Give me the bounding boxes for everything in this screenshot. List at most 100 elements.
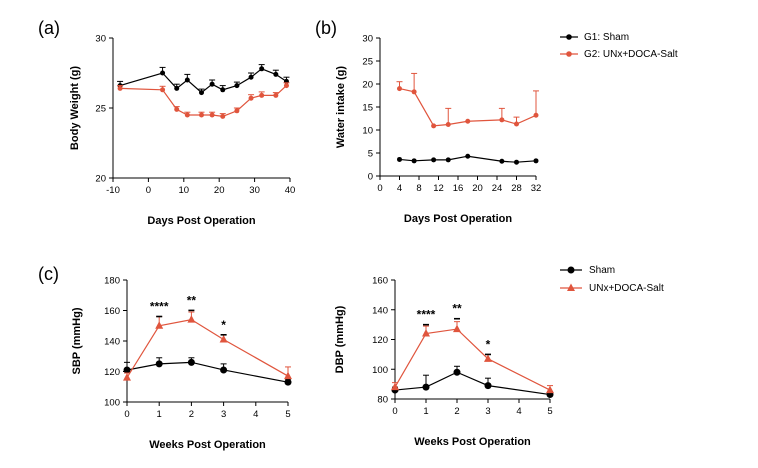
- data-point: [453, 324, 461, 333]
- y-tick-label: 80: [377, 395, 388, 406]
- data-point: [499, 158, 505, 164]
- x-tick-label: 30: [249, 185, 260, 196]
- legend-top: G1: Sham G2: UNx+DOCA-Salt: [560, 32, 678, 60]
- legend-bottom-sham-label: Sham: [589, 265, 615, 276]
- data-point: [411, 158, 417, 164]
- legend-bottom-treat-marker: [567, 283, 575, 291]
- x-tick-label: 10: [179, 185, 190, 196]
- x-axis-label: Days Post Operation: [404, 213, 512, 225]
- data-point: [160, 70, 166, 76]
- y-tick-label: 160: [104, 306, 120, 317]
- data-point: [248, 74, 254, 80]
- x-axis-label: Weeks Post Operation: [149, 439, 266, 451]
- series-sham: [391, 365, 554, 399]
- chart-dbp: 80 100 120 140 160 0 1 2 3 4 5 Weeks Post Operation…: [334, 276, 554, 448]
- data-point: [220, 366, 228, 374]
- x-tick-label: 4: [516, 406, 521, 417]
- significance-label: **: [452, 302, 462, 316]
- y-axis-label: SBP (mmHg): [71, 307, 83, 374]
- data-point: [155, 360, 163, 368]
- data-point: [209, 81, 215, 87]
- data-point: [514, 121, 519, 127]
- y-tick-label: 120: [372, 335, 388, 346]
- series-line: [126, 319, 289, 378]
- x-tick-label: 12: [433, 183, 444, 194]
- significance-label: *: [486, 337, 491, 351]
- series-sham: [123, 357, 292, 386]
- data-point: [533, 158, 539, 164]
- legend-bottom-sham-marker: [567, 266, 575, 274]
- x-tick-label: 2: [189, 409, 194, 420]
- y-tick-label: 15: [362, 103, 373, 114]
- y-tick-label: 160: [372, 276, 388, 287]
- data-point: [123, 366, 131, 374]
- legend-bottom-treat-label: UNx+DOCA-Salt: [589, 283, 664, 294]
- x-tick-label: 8: [416, 183, 421, 194]
- series-treatment: [396, 72, 539, 129]
- x-tick-label: 40: [285, 185, 296, 196]
- data-point: [499, 117, 505, 123]
- series-line: [126, 361, 289, 383]
- series-line: [119, 68, 287, 94]
- data-point: [546, 385, 554, 394]
- y-tick-label: 30: [362, 34, 373, 45]
- x-tick-label: 28: [511, 183, 522, 194]
- y-axis-label: DBP (mmHg): [334, 305, 346, 373]
- y-tick-label: 20: [95, 174, 106, 185]
- data-point: [533, 112, 539, 118]
- x-tick-label: 20: [214, 185, 225, 196]
- x-tick-label: 5: [547, 406, 552, 417]
- data-point: [117, 85, 123, 91]
- x-tick-label: 5: [285, 409, 290, 420]
- y-tick-label: 140: [104, 337, 120, 348]
- data-point: [174, 106, 180, 112]
- data-point: [155, 321, 164, 329]
- x-tick-label: 16: [453, 183, 464, 194]
- series-sham: [117, 64, 290, 96]
- data-point: [220, 113, 226, 119]
- data-point: [187, 315, 196, 323]
- data-point: [259, 66, 265, 72]
- x-tick-label: 4: [253, 409, 258, 420]
- data-point: [514, 159, 519, 165]
- series-line: [394, 328, 551, 391]
- x-tick-label: 0: [377, 183, 382, 194]
- data-point: [431, 157, 437, 163]
- data-point: [184, 77, 190, 83]
- chart-body-weight: 20 25 30 -10 0 10 20 30 40 Days Post Operation Bod…: [38, 18, 295, 227]
- x-tick-label: 20: [472, 183, 483, 194]
- data-point: [273, 92, 279, 98]
- series-treatment: [117, 82, 290, 119]
- data-point: [248, 95, 254, 101]
- data-point: [284, 371, 292, 380]
- series-line: [399, 88, 537, 127]
- x-tick-label: 4: [397, 183, 402, 194]
- panel-label: (c): [38, 264, 59, 284]
- y-axis-label: Body Weight (g): [69, 66, 81, 150]
- x-tick-label: 0: [146, 185, 151, 196]
- y-tick-label: 5: [368, 149, 373, 160]
- y-tick-label: 100: [372, 365, 388, 376]
- y-tick-label: 10: [362, 126, 373, 137]
- data-point: [397, 156, 402, 162]
- y-tick-label: 180: [104, 276, 120, 287]
- x-tick-label: 32: [531, 183, 542, 194]
- significance-label: ****: [417, 308, 436, 322]
- legend-top-sham-marker: [566, 34, 572, 40]
- data-point: [422, 329, 430, 337]
- x-tick-label: 3: [485, 406, 490, 417]
- x-axis-label: Weeks Post Operation: [414, 436, 531, 448]
- data-point: [199, 112, 204, 118]
- data-point: [453, 368, 461, 376]
- data-point: [391, 382, 399, 391]
- data-point: [273, 71, 279, 77]
- data-point: [234, 108, 240, 114]
- x-tick-label: -10: [106, 185, 120, 196]
- x-tick-label: 1: [423, 406, 428, 417]
- legend-bottom: Sham UNx+DOCA-Salt: [560, 265, 664, 294]
- data-point: [219, 334, 228, 343]
- data-point: [445, 121, 451, 127]
- data-point: [411, 89, 417, 95]
- y-tick-label: 0: [368, 172, 373, 183]
- data-point: [199, 90, 204, 96]
